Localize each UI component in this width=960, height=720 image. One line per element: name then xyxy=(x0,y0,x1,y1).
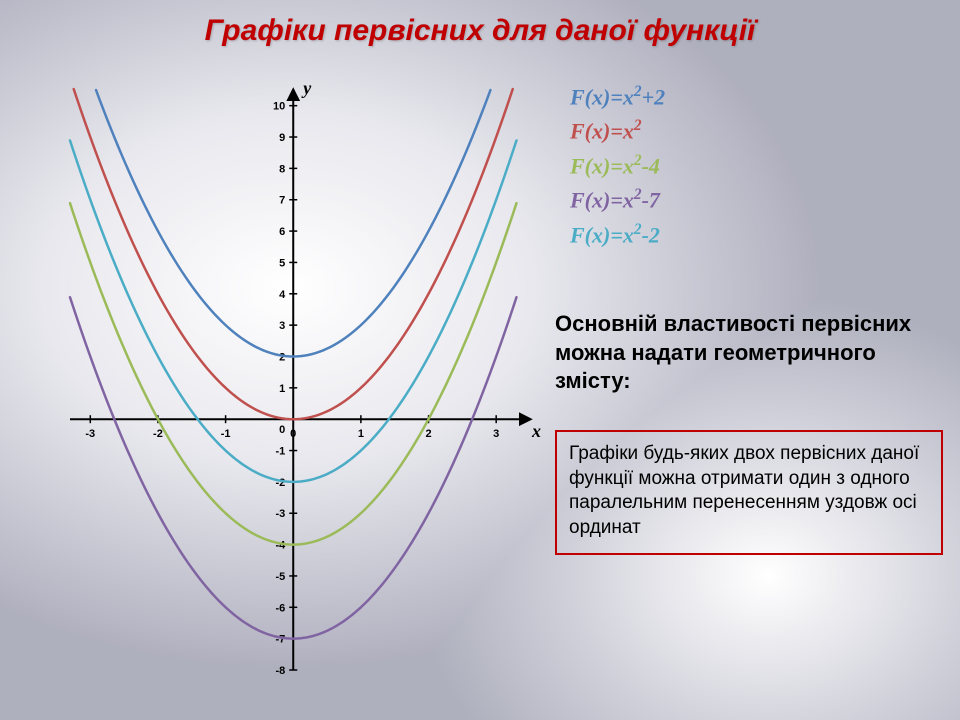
y-tick-label: -1 xyxy=(275,446,285,458)
y-tick-label: 9 xyxy=(279,132,285,144)
page-title: Графіки первісних для даної функції xyxy=(0,14,960,48)
x-tick-label: 3 xyxy=(493,428,499,440)
curve-legend: F(x)=x2+2F(x)=x2F(x)=x2-4F(x)=x2-7F(x)=x… xyxy=(570,80,665,252)
x-tick-label: 1 xyxy=(358,428,364,440)
y-tick-label: 5 xyxy=(279,257,285,269)
x-tick-label: -3 xyxy=(85,428,95,440)
y-tick-label: -6 xyxy=(275,602,285,614)
y-axis-label: y xyxy=(301,78,312,98)
y-tick-label: -2 xyxy=(275,477,285,489)
antiderivative-chart: x y -3 -2 -1 0 1 2 3 -8 -7 -6 -5 -4 -3 -2 -1 1 2 3 4 5 6 7 8 9 10 0 xyxy=(30,70,550,690)
x-tick-label: -2 xyxy=(153,428,163,440)
y-tick-label: -4 xyxy=(275,540,286,552)
y-tick-label: -3 xyxy=(275,508,285,520)
y-tick-label: -7 xyxy=(275,634,285,646)
slide: Графіки первісних для даної функції x y -3… xyxy=(0,0,960,720)
legend-item: F(x)=x2-4 xyxy=(570,149,665,183)
x-tick-label: 2 xyxy=(425,428,431,440)
y-tick-label: 3 xyxy=(279,320,285,332)
y-tick-label: 1 xyxy=(279,383,285,395)
origin-label: 0 xyxy=(279,424,285,436)
legend-item: F(x)=x2-2 xyxy=(570,218,665,252)
x-axis-label: x xyxy=(531,421,541,441)
body-heading: Основній властивості первісних можна над… xyxy=(555,310,935,396)
y-tick-label: 7 xyxy=(279,195,285,207)
y-tick-label: -5 xyxy=(275,571,285,583)
y-tick-label: 8 xyxy=(279,163,285,175)
y-tick-label: -8 xyxy=(275,665,285,677)
y-tick-label: 6 xyxy=(279,226,285,238)
x-tick-label: -1 xyxy=(221,428,231,440)
property-box: Графіки будь-яких двох первісних даної ф… xyxy=(555,430,943,555)
legend-item: F(x)=x2 xyxy=(570,114,665,148)
legend-item: F(x)=x2-7 xyxy=(570,183,665,217)
y-tick-label: 4 xyxy=(279,289,286,301)
y-tick-label: 2 xyxy=(279,351,285,363)
y-tick-label: 10 xyxy=(273,101,285,113)
x-tick-label: 0 xyxy=(290,428,296,440)
legend-item: F(x)=x2+2 xyxy=(570,80,665,114)
